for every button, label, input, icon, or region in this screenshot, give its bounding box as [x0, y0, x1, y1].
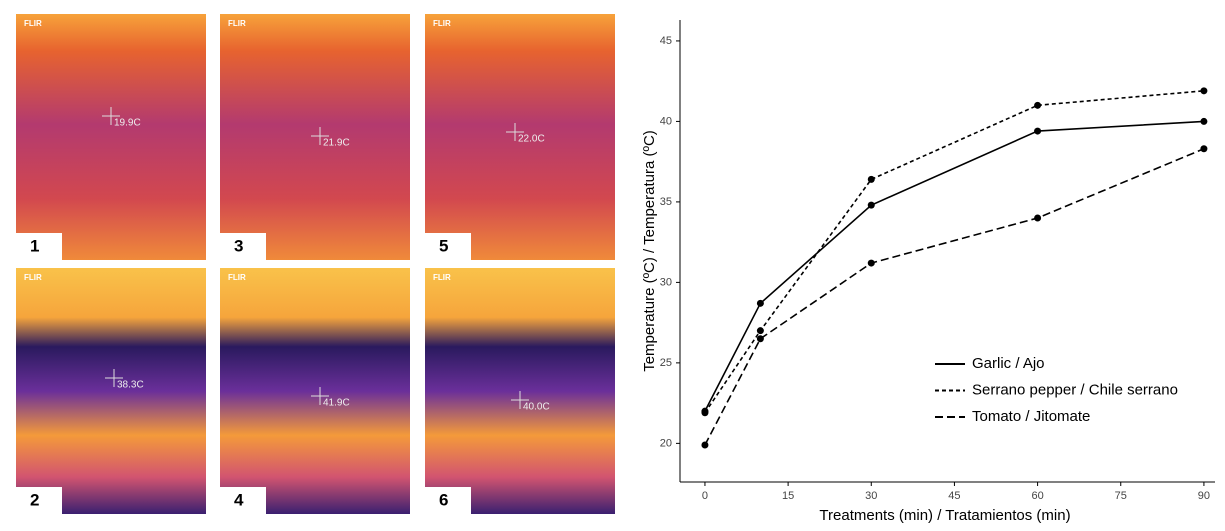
y-tick-label: 25	[660, 357, 672, 369]
y-axis-label: Temperature (ºC) / Temperatura (ºC)	[641, 130, 658, 372]
data-point	[701, 441, 709, 449]
data-point	[1034, 127, 1042, 135]
panel-number-box	[425, 487, 471, 514]
x-tick-label: 30	[865, 490, 877, 502]
data-point	[756, 299, 764, 307]
data-point	[1200, 145, 1208, 153]
data-point	[756, 335, 764, 343]
panel-number-box	[16, 233, 62, 260]
x-tick-label: 15	[782, 490, 794, 502]
data-point	[756, 327, 764, 335]
panel-number: 6	[439, 490, 448, 509]
y-tick-label: 30	[660, 276, 672, 288]
legend-label: Serrano pepper / Chile serrano	[972, 381, 1178, 398]
data-point	[701, 409, 709, 417]
legend-label: Tomato / Jitomate	[972, 408, 1090, 425]
temperature-reading: 21.9C	[323, 138, 350, 149]
panel-number: 5	[439, 236, 448, 255]
data-point	[1200, 117, 1208, 125]
x-tick-label: 45	[948, 490, 960, 502]
thermal-image	[425, 14, 615, 260]
y-tick-label: 40	[660, 115, 672, 127]
logo: FLIR	[228, 19, 246, 28]
y-tick-label: 45	[660, 35, 672, 47]
data-point	[867, 201, 875, 209]
thermal-image	[16, 14, 206, 260]
x-tick-label: 90	[1198, 490, 1210, 502]
logo: FLIR	[228, 273, 246, 282]
legend-label: Garlic / Ajo	[972, 355, 1045, 372]
data-point	[1200, 87, 1208, 95]
temperature-reading: 19.9C	[114, 118, 141, 129]
logo: FLIR	[24, 19, 42, 28]
panel-number: 1	[30, 236, 39, 255]
temperature-reading: 22.0C	[518, 134, 545, 145]
panel-number: 2	[30, 490, 39, 509]
panel-number: 3	[234, 236, 243, 255]
series-line	[704, 120, 1204, 412]
thermal-image	[16, 268, 206, 514]
panel-number-box	[220, 487, 266, 514]
panel-number-box	[220, 233, 266, 260]
thermal-image	[220, 14, 410, 260]
thermal-image	[220, 268, 410, 514]
x-tick-label: 60	[1031, 490, 1043, 502]
logo: FLIR	[433, 19, 451, 28]
data-point	[1034, 101, 1042, 109]
y-tick-label: 35	[660, 196, 672, 208]
y-tick-label: 20	[660, 437, 672, 449]
series-line	[704, 90, 1204, 414]
panel-number: 4	[234, 490, 244, 509]
x-tick-label: 0	[702, 490, 708, 502]
x-axis-label: Treatments (min) / Tratamientos (min)	[819, 507, 1070, 524]
panel-number-box	[425, 233, 471, 260]
temperature-reading: 40.0C	[523, 402, 550, 413]
panel-number-box	[16, 487, 62, 514]
data-point	[867, 175, 875, 183]
thermal-images: FLIR 19.9C 1 FLIR 21.9C 3 FLIR 22.0C 5 FLIR 38.3C 2…	[16, 14, 615, 514]
data-point	[1034, 214, 1042, 222]
temperature-reading: 41.9C	[323, 398, 350, 409]
x-tick-label: 75	[1115, 490, 1127, 502]
series-line	[704, 148, 1205, 446]
temperature-reading: 38.3C	[117, 380, 144, 391]
chart: Temperature (ºC) / Temperatura (ºC) Trea…	[641, 20, 1215, 524]
logo: FLIR	[24, 273, 42, 282]
logo: FLIR	[433, 273, 451, 282]
data-point	[867, 259, 875, 267]
